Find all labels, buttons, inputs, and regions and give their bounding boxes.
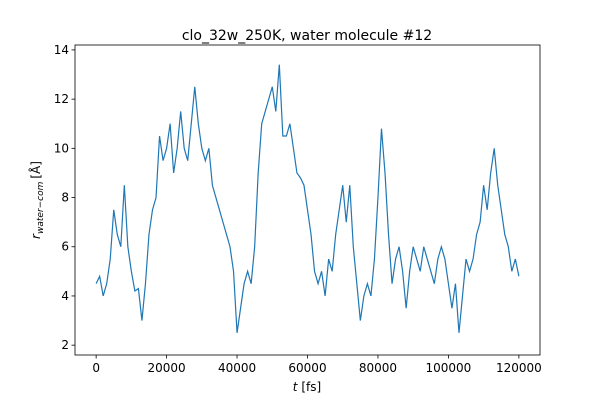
y-tick-label: 14 — [54, 43, 69, 57]
y-tick-label: 4 — [61, 289, 69, 303]
x-tick-label: 40000 — [218, 361, 256, 375]
y-tick-label: 6 — [61, 240, 69, 254]
x-tick-label: 60000 — [288, 361, 326, 375]
y-label-symbol: r — [29, 233, 43, 239]
y-tick-label: 12 — [54, 92, 69, 106]
y-axis-label: rwater−com [Å] — [28, 161, 46, 239]
x-label-symbol: t — [293, 380, 299, 394]
chart-title: clo_32w_250K, water molecule #12 — [182, 28, 432, 44]
plot-frame — [74, 44, 541, 356]
x-tick-label: 100000 — [426, 361, 472, 375]
y-label-subscript: water−com — [36, 181, 46, 234]
x-tick-label: 120000 — [496, 361, 542, 375]
data-line — [95, 64, 520, 333]
x-axis-label: t [fs] — [293, 380, 321, 394]
y-tick-label: 2 — [61, 338, 69, 352]
y-tick-label: 10 — [54, 141, 69, 155]
x-label-unit: [fs] — [301, 380, 321, 394]
x-tick-label: 0 — [92, 361, 100, 375]
y-tick-label: 8 — [61, 191, 69, 205]
y-label-unit: [Å] — [28, 161, 43, 179]
x-tick-label: 80000 — [359, 361, 397, 375]
x-tick-label: 20000 — [147, 361, 185, 375]
